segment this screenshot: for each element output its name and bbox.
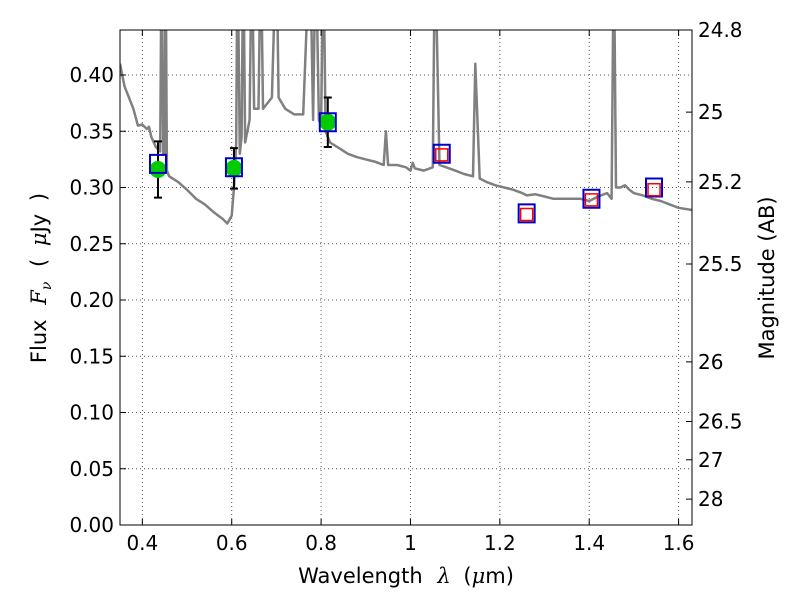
observed-point	[149, 161, 167, 178]
y-tick-label: 0.20	[69, 288, 114, 312]
predicted-point	[435, 148, 449, 162]
y-tick-label: 0.05	[69, 457, 114, 481]
y-tick-label: 0.35	[69, 119, 114, 143]
y-tick-label: 0.30	[69, 176, 114, 200]
spectrum-line	[120, 30, 692, 225]
y2-tick-label: 28	[698, 487, 723, 511]
y2-axis-label: Magnitude (AB)	[755, 196, 779, 359]
y2-tick-label: 24.8	[698, 18, 743, 42]
model-point	[318, 112, 337, 133]
plot-frame	[119, 29, 693, 526]
x-tick-label: 0.8	[305, 531, 337, 555]
y-axis-label: Flux Fν ( μJy )	[27, 193, 56, 363]
y-axis: 0.00 0.05 0.10 0.15 0.20 0.25 0.30 0.35 0.40	[69, 63, 126, 537]
y-tick-label: 0.00	[69, 513, 114, 537]
grid	[120, 30, 692, 526]
x-tick-label: 1.6	[663, 531, 695, 555]
x-tick-label: 1	[404, 531, 417, 555]
model-point	[224, 157, 243, 178]
predicted-point	[519, 207, 534, 222]
x-axis-label: Wavelength λ (μm)	[298, 564, 514, 588]
model-point	[432, 143, 451, 164]
model-point	[148, 153, 167, 174]
y-tick-label: 0.25	[69, 232, 114, 256]
y2-tick-label: 25	[698, 100, 723, 124]
x-tick-label: 1.4	[573, 531, 605, 555]
observed-point	[225, 159, 243, 177]
marker-series	[148, 96, 664, 224]
y2-tick-label: 25.2	[698, 170, 743, 194]
y2-tick-label: 26.5	[698, 410, 743, 434]
observed-point	[319, 113, 337, 131]
model-point	[582, 188, 601, 209]
y-tick-label: 0.40	[69, 63, 114, 87]
y2-tick-label: 26	[698, 350, 723, 374]
x-tick-label: 1.2	[484, 531, 516, 555]
predicted-point	[584, 193, 599, 207]
y2-axis: 24.8 25 25.2 25.5 26 26.5 27 28	[686, 18, 743, 511]
x-tick-label: 0.4	[126, 531, 158, 555]
x-tick-label: 0.6	[216, 531, 248, 555]
spectrum-series	[120, 30, 692, 225]
y2-tick-label: 27	[698, 448, 723, 472]
model-point	[517, 203, 536, 224]
y-tick-label: 0.10	[69, 401, 114, 425]
y2-tick-label: 25.5	[698, 252, 743, 276]
predicted-point	[647, 183, 661, 197]
x-axis: 0.4 0.6 0.8 1 1.2 1.4 1.6	[126, 30, 695, 555]
y-tick-label: 0.15	[69, 344, 114, 368]
